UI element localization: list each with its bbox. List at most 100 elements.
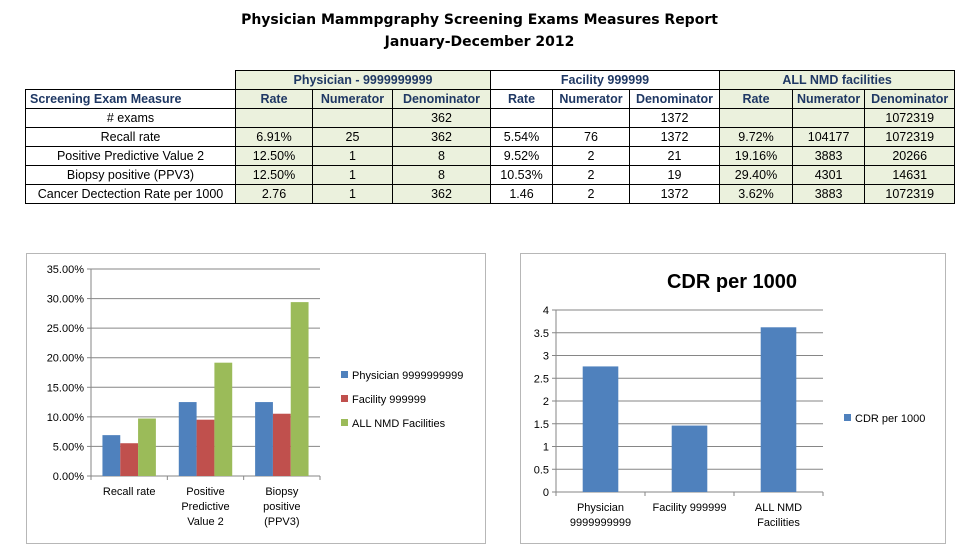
table-cell: 25	[312, 127, 393, 147]
bar	[138, 418, 156, 476]
table-cell: 1	[312, 165, 393, 185]
category-label: 9999999999	[570, 517, 631, 529]
bar	[120, 443, 139, 476]
legend-swatch	[341, 395, 348, 402]
table-cell: 362	[392, 127, 491, 147]
table-cell: 2	[552, 146, 630, 166]
table-cell: 1372	[629, 127, 720, 147]
y-tick-label: 30.00%	[47, 294, 85, 306]
y-tick-label: 2	[543, 396, 549, 408]
y-tick-label: 15.00%	[47, 382, 85, 394]
table-cell: 2	[552, 184, 630, 204]
table-cell	[235, 108, 313, 128]
category-label: Positive	[186, 486, 225, 498]
row-label: Recall rate	[25, 127, 236, 147]
table-cell: 104177	[791, 127, 866, 147]
bar	[214, 362, 233, 476]
legend-label: ALL NMD Facilities	[352, 418, 446, 430]
category-label: positive	[263, 501, 300, 513]
table-cell: 8	[392, 165, 491, 185]
bar	[178, 402, 197, 476]
legend-label: Facility 999999	[352, 394, 426, 406]
category-label: Facilities	[757, 517, 800, 529]
row-label: Biopsy positive (PPV3)	[25, 165, 236, 185]
col-header: Numerator	[552, 89, 630, 109]
table-cell	[312, 108, 393, 128]
table-cell: 4301	[791, 165, 866, 185]
legend-label: Physician 9999999999	[352, 370, 463, 382]
table-cell: 6.91%	[235, 127, 313, 147]
table-row: # exams 362 1372 1072319	[25, 108, 956, 128]
bar	[582, 366, 619, 492]
bar	[196, 419, 215, 476]
bar	[290, 302, 309, 476]
group-physician: Physician - 9999999999	[235, 70, 491, 90]
row-label: # exams	[25, 108, 236, 128]
table-cell: 3883	[791, 184, 866, 204]
y-tick-label: 1.5	[534, 419, 549, 431]
table-cell: 10.53%	[490, 165, 553, 185]
y-tick-label: 25.00%	[47, 323, 85, 335]
table-cell: 2	[552, 165, 630, 185]
legend-swatch	[844, 414, 851, 421]
row-label: Cancer Dectection Rate per 1000	[25, 184, 236, 204]
table-row: Biopsy positive (PPV3) 12.50% 1 8 10.53%…	[25, 165, 956, 185]
table-cell: 1372	[629, 184, 720, 204]
table-cell	[719, 108, 793, 128]
group-all-nmd: ALL NMD facilities	[718, 70, 956, 90]
table-cell: 12.50%	[235, 165, 313, 185]
table-cell: 1072319	[864, 108, 956, 128]
y-tick-label: 3	[543, 351, 549, 363]
category-label: Physician	[577, 502, 624, 514]
table-row: Recall rate 6.91% 25 362 5.54% 76 1372 9…	[25, 127, 956, 147]
y-tick-label: 0.5	[534, 464, 549, 476]
y-tick-label: 5.00%	[53, 441, 84, 453]
row-label: Positive Predictive Value 2	[25, 146, 236, 166]
category-label: Predictive	[181, 501, 229, 513]
table-cell: 3.62%	[719, 184, 793, 204]
table-cell: 19.16%	[719, 146, 793, 166]
report-subtitle: January-December 2012	[384, 34, 575, 50]
table-cell: 19	[629, 165, 720, 185]
table-cell: 1072319	[864, 127, 956, 147]
col-header: Denominator	[392, 89, 491, 109]
col-header: Numerator	[312, 89, 393, 109]
table-cell: 20266	[864, 146, 956, 166]
table-cell: 2.76	[235, 184, 313, 204]
table-row: Positive Predictive Value 2 12.50% 1 8 9…	[25, 146, 956, 166]
cdr-chart: 0 0.5 1 1.5 2 2.5 3 3.5 4 Physician 9999999999 Faci…	[520, 253, 946, 544]
category-label: Recall rate	[103, 486, 156, 498]
bar	[102, 435, 121, 476]
bar	[272, 413, 291, 476]
rates-chart-svg: 0.00% 5.00% 10.00% 15.00% 20.00% 25.00% 30.00%…	[47, 264, 464, 528]
column-header-row: Screening Exam Measure Rate Numerator De…	[25, 89, 956, 109]
report-title: Physician Mammpgraphy Screening Exams Me…	[241, 12, 718, 28]
table-cell: 3883	[791, 146, 866, 166]
table-cell: 76	[552, 127, 630, 147]
measures-table: Physician - 9999999999 Facility 999999 A…	[25, 70, 956, 204]
measure-header: Screening Exam Measure	[25, 89, 236, 109]
bar	[255, 402, 273, 476]
legend-label: CDR per 1000	[855, 413, 925, 425]
y-tick-label: 4	[543, 305, 549, 317]
table-cell: 21	[629, 146, 720, 166]
col-header: Rate	[490, 89, 553, 109]
cdr-chart-svg: 0 0.5 1 1.5 2 2.5 3 3.5 4 Physician 9999999999 Faci…	[534, 271, 926, 529]
col-header: Rate	[235, 89, 313, 109]
table-cell: 9.52%	[490, 146, 553, 166]
y-tick-label: 20.00%	[47, 353, 85, 365]
table-cell: 5.54%	[490, 127, 553, 147]
blank-cell	[26, 71, 236, 90]
chart-title: CDR per 1000	[667, 271, 797, 293]
table-cell: 1.46	[490, 184, 553, 204]
table-cell: 362	[392, 184, 491, 204]
col-header: Numerator	[791, 89, 866, 109]
category-label: ALL NMD	[755, 502, 802, 514]
group-facility: Facility 999999	[490, 70, 720, 90]
y-tick-label: 2.5	[534, 373, 549, 385]
legend-swatch	[341, 419, 348, 426]
category-label: (PPV3)	[264, 516, 299, 528]
table-cell: 14631	[864, 165, 956, 185]
table-row: Cancer Dectection Rate per 1000 2.76 1 3…	[25, 184, 956, 204]
col-header: Denominator	[864, 89, 956, 109]
